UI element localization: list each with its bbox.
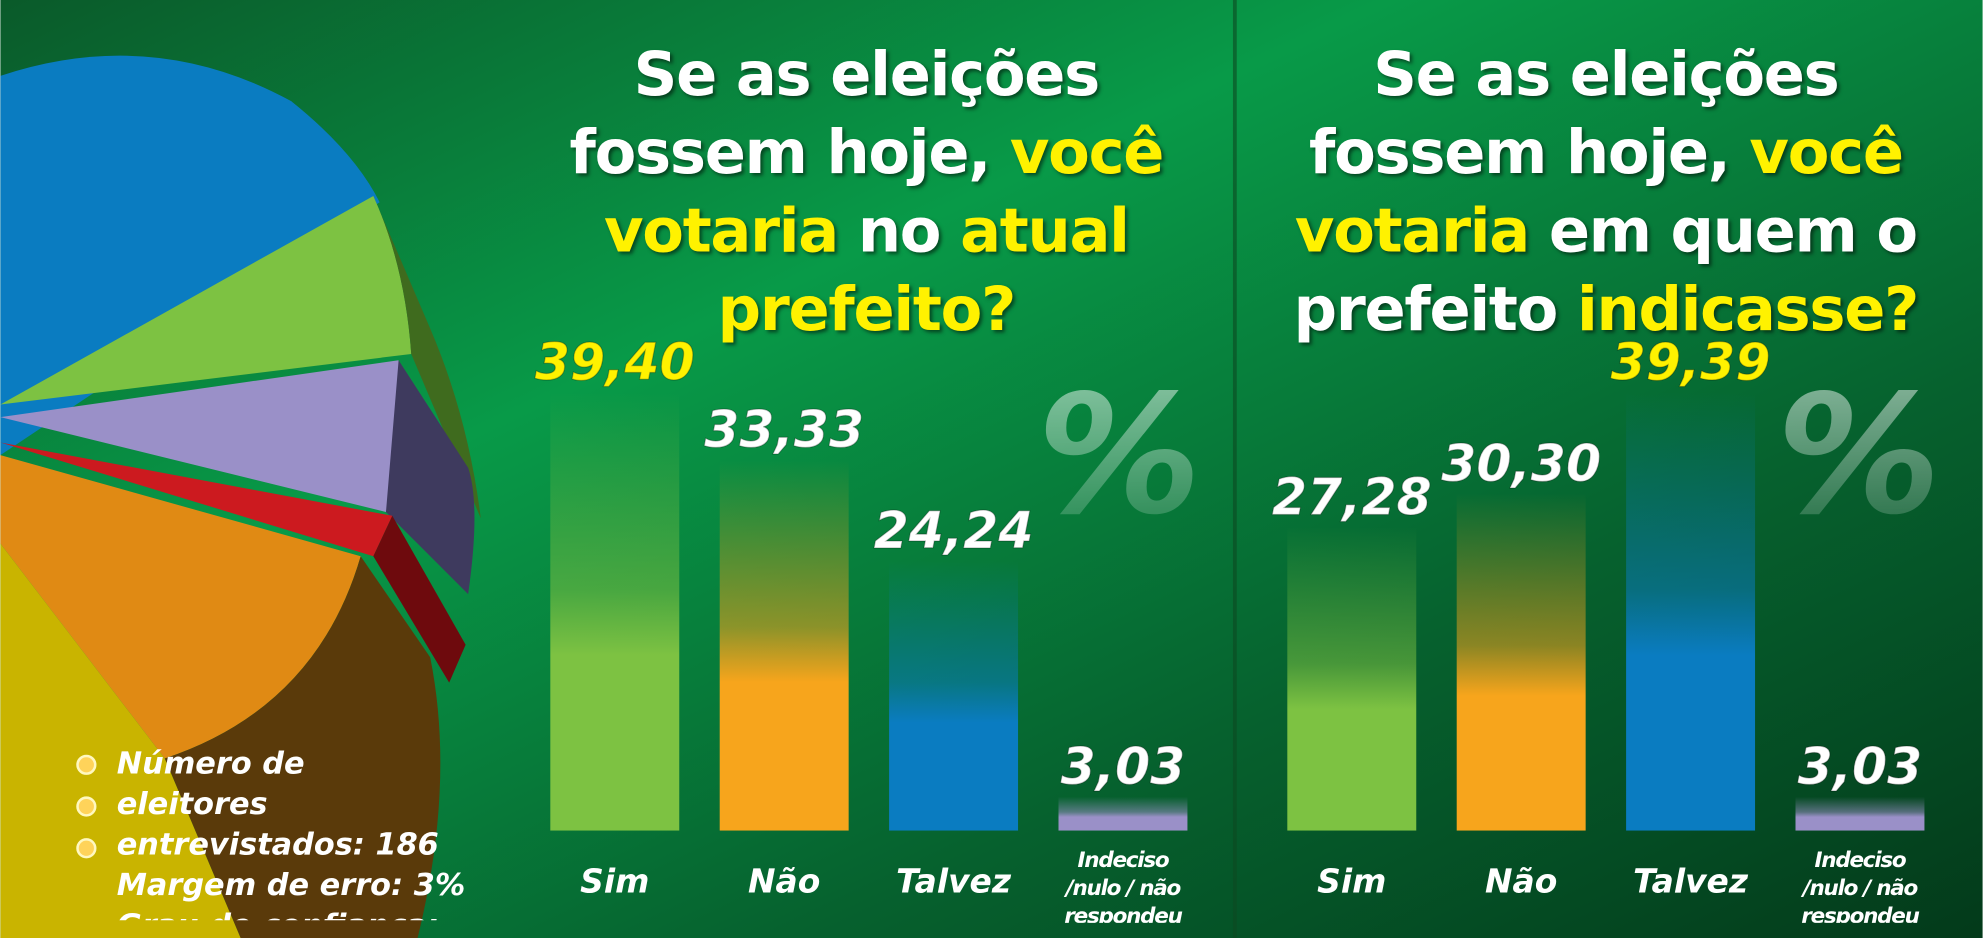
category-box: Sim — [1317, 863, 1387, 902]
category-label: Não — [748, 863, 821, 902]
category-label: Sim — [580, 863, 650, 902]
value-label: 33,33 — [704, 400, 864, 459]
title-segment: atual prefeito? — [717, 195, 1130, 346]
note: Número de eleitores entrevistados: 186 — [116, 745, 439, 863]
note: Grau de confiança: 95% — [117, 905, 522, 921]
chart-title: Se as eleições fossem hoje, você votaria… — [1290, 35, 1922, 349]
unit-symbol: % — [1776, 359, 1941, 551]
bar — [1795, 796, 1925, 831]
value-label: 39,40 — [535, 333, 695, 392]
category-box: Indeciso /nulo / não respondeu — [1064, 848, 1183, 923]
category-box: Não — [1485, 863, 1558, 902]
category-label: Talvez — [1633, 863, 1748, 902]
note-bullet — [76, 754, 97, 775]
value-label: 39,39 — [1611, 333, 1771, 392]
bar — [889, 560, 1019, 831]
value-label: 3,03 — [1798, 737, 1923, 796]
bar — [550, 392, 680, 831]
title-segment: Se as eleições fossem hoje, — [569, 39, 1100, 189]
bar — [1058, 796, 1188, 831]
title-segment: você votaria — [1294, 117, 1904, 267]
bar — [719, 459, 849, 831]
bar — [1287, 527, 1417, 831]
unit-symbol: % — [1037, 359, 1202, 551]
category-box: Indeciso /nulo / não respondeu — [1801, 848, 1920, 923]
category-label: Indeciso /nulo / não respondeu — [1801, 848, 1920, 923]
chart-title-box: Se as eleições fossem hoje, você votaria… — [1290, 35, 1922, 349]
title-segment: indicasse? — [1576, 274, 1919, 346]
note-bullet — [76, 838, 97, 859]
category-label: Talvez — [896, 863, 1011, 902]
category-box: Talvez — [896, 863, 1011, 902]
chart-title: Se as eleições fossem hoje, você votaria… — [550, 35, 1182, 349]
note-bullet — [76, 796, 97, 817]
title-segment: no — [857, 195, 942, 267]
category-box: Não — [748, 863, 821, 902]
note: Margem de erro: 3% — [116, 867, 466, 903]
divider — [1232, 0, 1237, 938]
bar — [1626, 392, 1756, 831]
category-box: Talvez — [1633, 863, 1748, 902]
chart-title-box: Se as eleições fossem hoje, você votaria… — [550, 35, 1182, 349]
title-segment: Se as eleições fossem hoje, — [1308, 39, 1840, 189]
title-segment: você votaria — [603, 117, 1164, 267]
decorative-pie — [0, 55, 481, 938]
value-label: 30,30 — [1441, 434, 1601, 493]
category-label: Sim — [1317, 863, 1387, 902]
title-segment: em quem o prefeito — [1293, 195, 1918, 346]
value-label: 3,03 — [1061, 737, 1186, 796]
category-label: Indeciso /nulo / não respondeu — [1064, 848, 1183, 923]
category-box: Sim — [580, 863, 650, 902]
notes-box: Número de eleitores entrevistados: 186 Ma… — [116, 745, 522, 921]
category-label: Não — [1485, 863, 1558, 902]
value-label: 24,24 — [874, 501, 1034, 560]
value-label: 27,28 — [1272, 467, 1432, 526]
bar — [1456, 493, 1586, 831]
